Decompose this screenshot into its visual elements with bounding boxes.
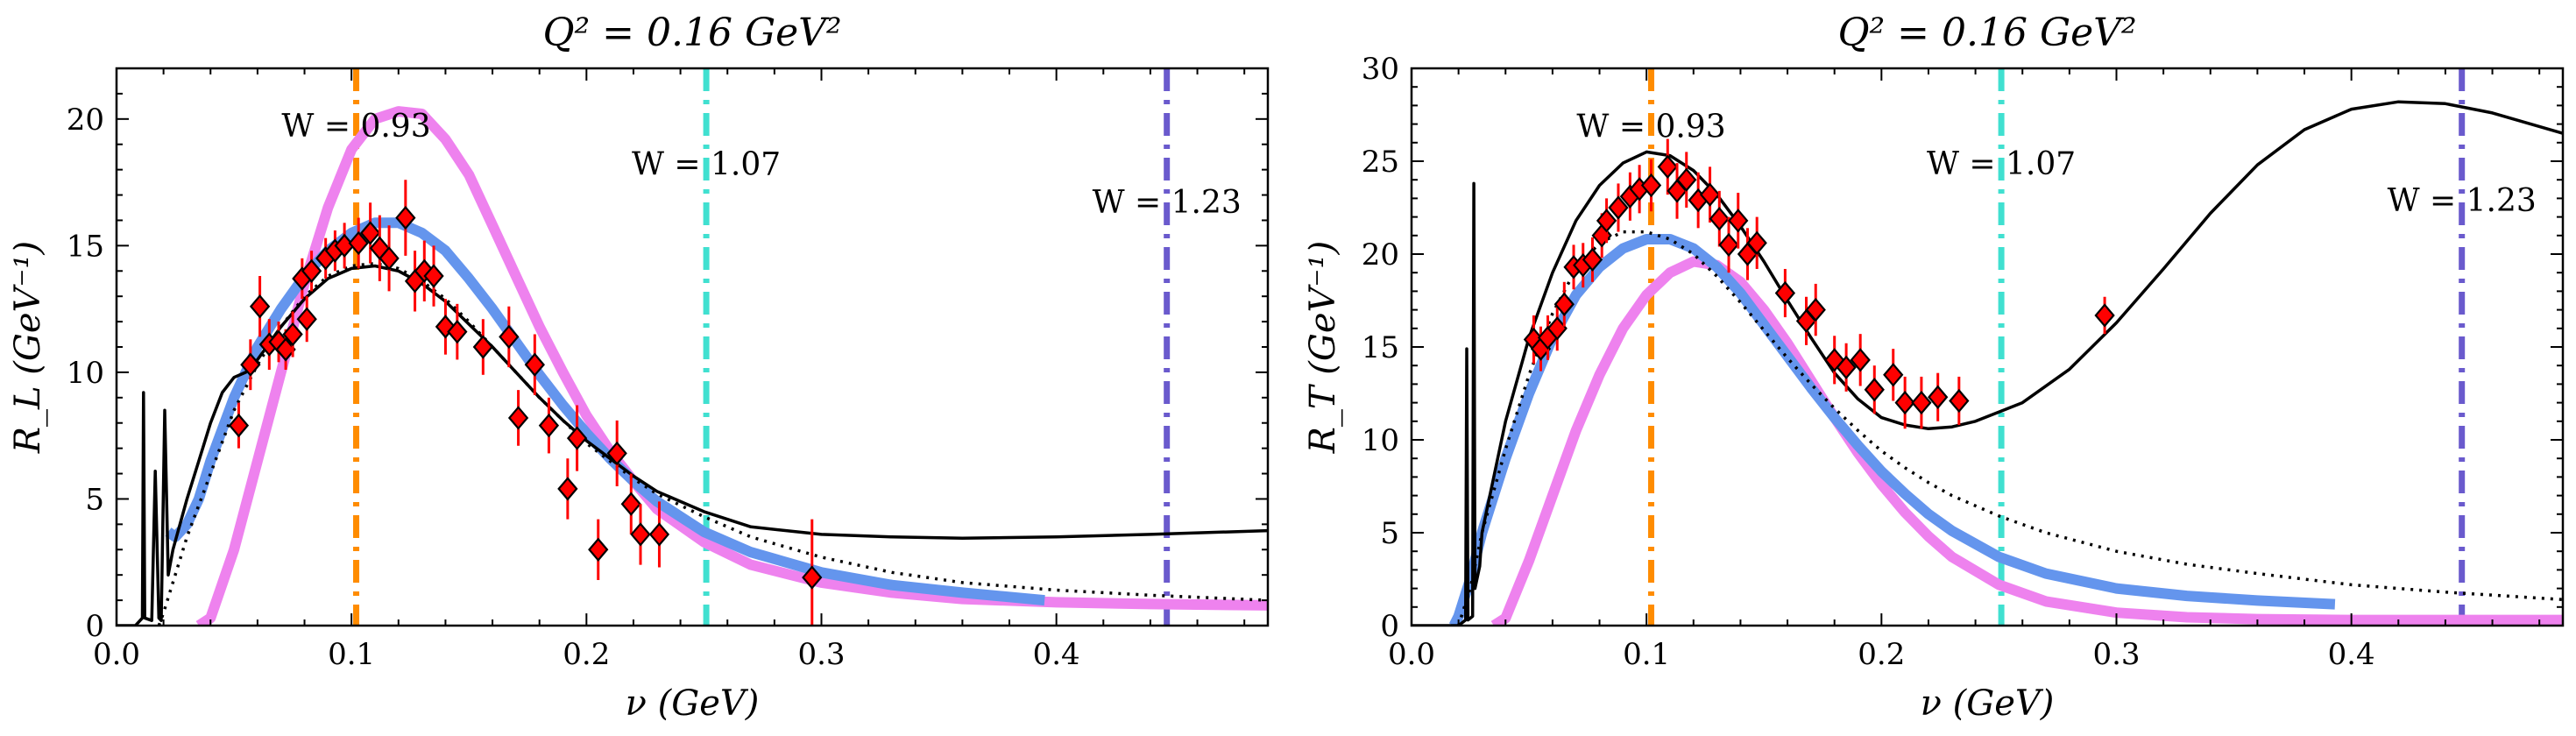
y-tick-label: 15: [67, 229, 104, 264]
data-point: [538, 413, 560, 438]
data-point: [1728, 209, 1749, 233]
data-point: [1894, 390, 1915, 415]
data-point: [359, 221, 381, 245]
w-label-0: W = 0.93: [281, 109, 430, 145]
x-tick-label: 0.4: [1033, 637, 1080, 672]
x-tick-label: 0.1: [1623, 637, 1670, 672]
w-label-1: W = 1.07: [632, 146, 781, 182]
w-label-2: W = 1.23: [1093, 185, 1242, 221]
data-point: [566, 426, 588, 450]
curve-solid: [1412, 100, 2563, 626]
data-point: [1746, 230, 1767, 255]
x-tick-label: 0.0: [93, 637, 140, 672]
x-axis-label: ν (GeV): [1921, 683, 2055, 724]
data-point: [447, 319, 468, 344]
x-tick-label: 0.0: [1388, 637, 1435, 672]
chart-title: Q² = 0.16 GeV²: [542, 11, 841, 55]
y-tick-label: 5: [85, 482, 104, 517]
data-point: [249, 294, 271, 319]
y-tick-label: 20: [1362, 237, 1399, 272]
data-point: [1582, 247, 1603, 272]
chart-title: Q² = 0.16 GeV²: [1837, 11, 2136, 55]
y-tick-label: 10: [1362, 423, 1399, 458]
x-tick-label: 0.3: [2092, 637, 2140, 672]
chart-rt: W = 0.93 W = 1.07 W = 1.23 0.0 0.1 0.2 0.3 0.4 0…: [1303, 11, 2565, 724]
w-label-2: W = 1.23: [2388, 183, 2537, 219]
data-point: [1805, 297, 1826, 322]
data-point: [1718, 232, 1739, 258]
y-tick-label: 10: [67, 356, 104, 391]
data-point: [524, 352, 545, 377]
x-axis-label: ν (GeV): [626, 683, 760, 724]
data-point: [282, 322, 303, 347]
data-point: [620, 492, 641, 516]
data-point: [1774, 280, 1796, 306]
data-point: [472, 335, 493, 359]
w-label-0: W = 0.93: [1576, 109, 1725, 145]
data-point: [1676, 167, 1697, 192]
data-point: [588, 537, 609, 562]
curve-dotted: [157, 261, 1268, 626]
data-point: [423, 264, 444, 288]
data-point: [1699, 182, 1721, 207]
data-point: [1850, 348, 1871, 372]
data-point: [1928, 385, 1949, 409]
y-tick-label: 15: [1362, 330, 1399, 365]
data-point: [606, 441, 627, 466]
data-point: [557, 477, 578, 501]
data-point: [1864, 378, 1885, 402]
y-tick-label: 20: [67, 103, 104, 138]
x-tick-label: 0.2: [563, 637, 610, 672]
data-point: [1836, 355, 1857, 380]
curve-blue: [165, 217, 1045, 606]
w-label-1: W = 1.07: [1927, 146, 2076, 182]
data-point: [379, 246, 400, 271]
data-point: [630, 522, 651, 547]
y-axis-label: R_L (GeV⁻¹): [8, 241, 48, 454]
y-tick-label: 0: [1380, 609, 1399, 644]
y-tick-label: 30: [1362, 52, 1399, 87]
data-point: [1883, 363, 1904, 387]
data-point: [1640, 173, 1662, 198]
data-point: [228, 413, 250, 438]
data-point: [296, 307, 317, 331]
data-point: [1824, 348, 1845, 372]
data-point: [1596, 209, 1617, 233]
data-point: [802, 565, 823, 590]
x-tick-label: 0.3: [797, 637, 845, 672]
curve-solid: [117, 264, 1268, 626]
y-axis-label: R_T (GeV⁻¹): [1303, 241, 1343, 454]
data-point: [648, 522, 670, 547]
data-point: [499, 324, 520, 350]
curve-dotted: [1456, 230, 2563, 626]
x-tick-label: 0.2: [1858, 637, 1905, 672]
data-point: [1553, 292, 1575, 316]
data-point: [1949, 388, 1970, 414]
data-point: [1709, 207, 1730, 231]
curve-magenta: [195, 106, 1268, 626]
chart-rl: W = 0.93 W = 1.07 W = 1.23 0.0 0.1 0.2 0.3 0.4 0…: [8, 11, 1270, 724]
curve-blue: [1448, 234, 2336, 626]
data-point: [2094, 303, 2115, 328]
y-tick-label: 5: [1380, 516, 1399, 551]
y-tick-label: 0: [85, 609, 104, 644]
data-point: [348, 230, 369, 256]
x-tick-label: 0.1: [328, 637, 375, 672]
data-point: [395, 205, 416, 230]
data-point: [1657, 154, 1678, 180]
data-point: [301, 258, 322, 283]
x-tick-label: 0.4: [2328, 637, 2375, 672]
data-point: [1608, 195, 1629, 220]
data-point: [1911, 390, 1932, 415]
data-point: [507, 406, 529, 430]
y-tick-label: 25: [1362, 145, 1399, 180]
data-point: [240, 352, 261, 377]
